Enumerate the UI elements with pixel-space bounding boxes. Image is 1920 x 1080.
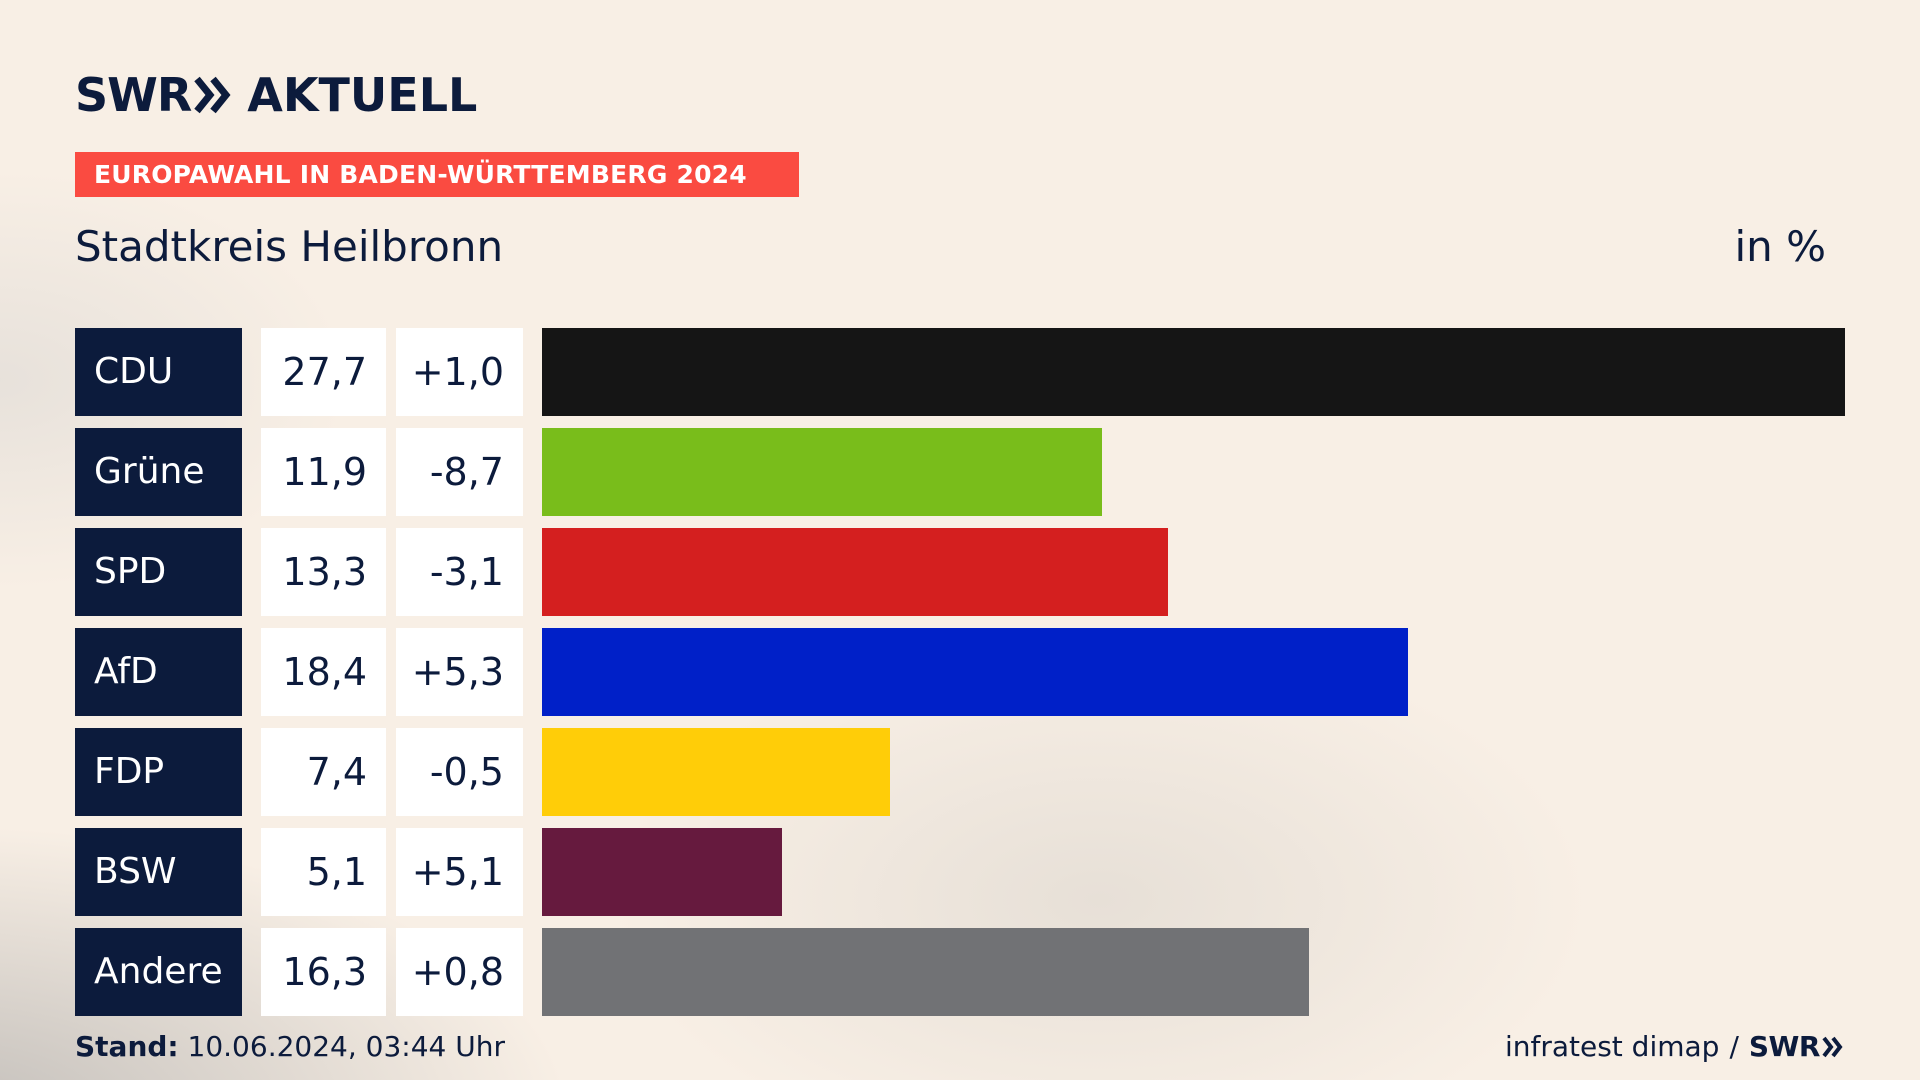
vote-share-value: 18,4 — [261, 628, 386, 716]
vote-share-value: 16,3 — [261, 928, 386, 1016]
vote-share-value: 27,7 — [261, 328, 386, 416]
vote-share-value: 13,3 — [261, 528, 386, 616]
source-brand: SWR — [1749, 1030, 1844, 1063]
footer-timestamp: Stand: 10.06.2024, 03:44 Uhr — [75, 1030, 505, 1063]
unit-label: in % — [1734, 222, 1826, 271]
stand-value: 10.06.2024, 03:44 Uhr — [187, 1030, 505, 1063]
party-label: AfD — [75, 628, 242, 716]
result-bar — [542, 728, 890, 816]
footer-source: infratest dimap / SWR — [1505, 1030, 1844, 1063]
party-label: Andere — [75, 928, 242, 1016]
result-bar — [542, 928, 1309, 1016]
party-label: FDP — [75, 728, 242, 816]
result-bar — [542, 328, 1845, 416]
vote-change-value: +5,3 — [396, 628, 523, 716]
source-name: infratest dimap — [1504, 1030, 1720, 1063]
party-label: SPD — [75, 528, 242, 616]
district-title: Stadtkreis Heilbronn — [75, 222, 504, 271]
election-banner: EUROPAWAHL IN BADEN-WÜRTTEMBERG 2024 — [75, 152, 799, 197]
result-bar — [542, 628, 1408, 716]
party-label: CDU — [75, 328, 242, 416]
source-separator: / — [1729, 1030, 1739, 1063]
result-bar — [542, 528, 1168, 616]
logo-brand-swr: SWR — [75, 68, 192, 122]
vote-change-value: -8,7 — [396, 428, 523, 516]
logo-brand-aktuell: AKTUELL — [247, 68, 478, 122]
vote-change-value: +5,1 — [396, 828, 523, 916]
double-chevron-right-icon — [1822, 1036, 1843, 1057]
double-chevron-right-icon — [194, 76, 231, 114]
vote-change-value: -0,5 — [396, 728, 523, 816]
party-label: BSW — [75, 828, 242, 916]
vote-share-value: 11,9 — [261, 428, 386, 516]
swr-aktuell-logo: SWR AKTUELL — [75, 66, 477, 124]
party-label: Grüne — [75, 428, 242, 516]
vote-share-value: 7,4 — [261, 728, 386, 816]
source-brand-text: SWR — [1748, 1030, 1821, 1063]
stand-label: Stand: — [75, 1030, 179, 1063]
result-bar — [542, 828, 782, 916]
vote-change-value: +0,8 — [396, 928, 523, 1016]
result-bar — [542, 428, 1102, 516]
vote-change-value: -3,1 — [396, 528, 523, 616]
vote-change-value: +1,0 — [396, 328, 523, 416]
vote-share-value: 5,1 — [261, 828, 386, 916]
